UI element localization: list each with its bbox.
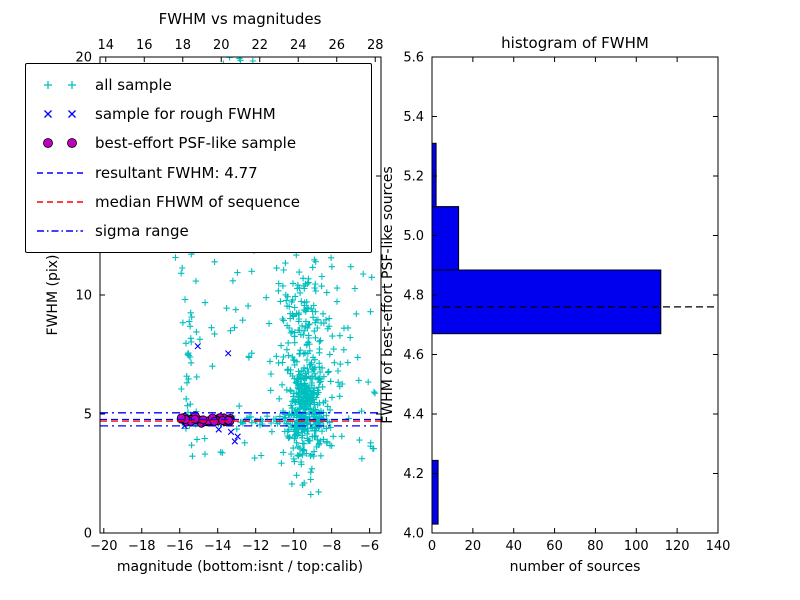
left-axes-ticks: −20 −18 −16 −14 −12 −10 −8 −6 14 16 18 20 22 24 26 28 0 5… bbox=[75, 38, 383, 554]
tick-label: −8 bbox=[322, 539, 341, 554]
dashdot-line-icon bbox=[37, 230, 83, 232]
tick-label: 10 bbox=[75, 289, 92, 304]
tick-label: 40 bbox=[505, 539, 522, 554]
tick-label: 4.8 bbox=[403, 289, 424, 304]
tick-label: 4.0 bbox=[403, 527, 424, 542]
tick-label: 5.6 bbox=[403, 51, 424, 66]
tick-label: 5.0 bbox=[403, 229, 424, 244]
histogram-bar bbox=[432, 206, 460, 271]
tick-label: 16 bbox=[136, 38, 153, 53]
tick-label: 60 bbox=[546, 539, 563, 554]
legend-entry-resultant-fwhm: resultant FWHM: 4.77 bbox=[35, 159, 362, 187]
tick-label: 4.6 bbox=[403, 348, 424, 363]
tick-label: 20 bbox=[213, 38, 230, 53]
right-ylabel: FWHM of best-effort PSF-like sources bbox=[380, 166, 396, 423]
legend-label: all sample bbox=[95, 76, 172, 94]
tick-label: 20 bbox=[75, 51, 92, 66]
tick-label: 120 bbox=[665, 539, 690, 554]
legend-label: best-effort PSF-like sample bbox=[95, 134, 297, 153]
tick-label: 0 bbox=[84, 527, 92, 542]
legend-entry-median-fwhm: median FHWM of sequence bbox=[35, 188, 362, 216]
tick-label: 22 bbox=[251, 38, 268, 53]
x-marker-icon bbox=[44, 110, 76, 119]
histogram-bar bbox=[432, 142, 437, 208]
circle-marker-icon bbox=[43, 138, 77, 149]
legend-entry-all-sample: all sample bbox=[35, 71, 362, 99]
right-axes-ticks: 0 20 40 60 80 100 120 140 4.0 4.2 4.4 4.6 4.8 5.0 5.2 5… bbox=[403, 51, 730, 555]
tick-label: 0 bbox=[428, 539, 436, 554]
histogram-bar bbox=[432, 459, 439, 525]
tick-label: 5 bbox=[84, 408, 92, 423]
legend-label: median FHWM of sequence bbox=[95, 192, 300, 211]
tick-label: 4.2 bbox=[403, 467, 424, 482]
tick-label: 18 bbox=[174, 38, 191, 53]
tick-label: 5.4 bbox=[403, 110, 424, 125]
legend-label: resultant FWHM: 4.77 bbox=[95, 163, 258, 182]
left-xlabel: magnitude (bottom:isnt / top:calib) bbox=[117, 559, 363, 575]
tick-label: 14 bbox=[98, 38, 115, 53]
tick-label: 140 bbox=[706, 539, 731, 554]
tick-label: 24 bbox=[290, 38, 307, 53]
tick-label: 4.4 bbox=[403, 408, 424, 423]
legend-entry-psf-sample: best-effort PSF-like sample bbox=[35, 129, 362, 157]
tick-label: −14 bbox=[204, 539, 231, 554]
tick-label: −10 bbox=[280, 539, 307, 554]
plus-marker-icon bbox=[44, 81, 76, 89]
left-ylabel: FWHM (pix) bbox=[45, 255, 61, 336]
tick-label: −12 bbox=[242, 539, 269, 554]
tick-label: 100 bbox=[624, 539, 649, 554]
tick-label: −20 bbox=[90, 539, 117, 554]
tick-label: −16 bbox=[166, 539, 193, 554]
legend-entry-sigma-range: sigma range bbox=[35, 217, 362, 245]
legend-label: sigma range bbox=[95, 221, 189, 240]
tick-label: 5.2 bbox=[403, 170, 424, 185]
legend: all sample sample for rough FWHM best-ef… bbox=[25, 63, 372, 253]
histogram-bar bbox=[432, 269, 662, 335]
tick-label: −6 bbox=[360, 539, 379, 554]
right-xlabel: number of sources bbox=[510, 559, 641, 575]
tick-label: 28 bbox=[367, 38, 384, 53]
histogram-bars-layer bbox=[432, 142, 662, 525]
left-reference-lines bbox=[100, 412, 381, 427]
dashed-line-icon bbox=[37, 201, 83, 203]
right-plot-title: histogram of FWHM bbox=[501, 34, 649, 52]
tick-label: 80 bbox=[587, 539, 604, 554]
tick-label: −18 bbox=[128, 539, 155, 554]
dashed-line-icon bbox=[37, 171, 83, 174]
legend-entry-rough-fwhm: sample for rough FWHM bbox=[35, 100, 362, 128]
tick-label: 26 bbox=[328, 38, 345, 53]
left-plot-title: FWHM vs magnitudes bbox=[159, 10, 322, 28]
legend-label: sample for rough FWHM bbox=[95, 105, 276, 124]
tick-label: 20 bbox=[465, 539, 482, 554]
